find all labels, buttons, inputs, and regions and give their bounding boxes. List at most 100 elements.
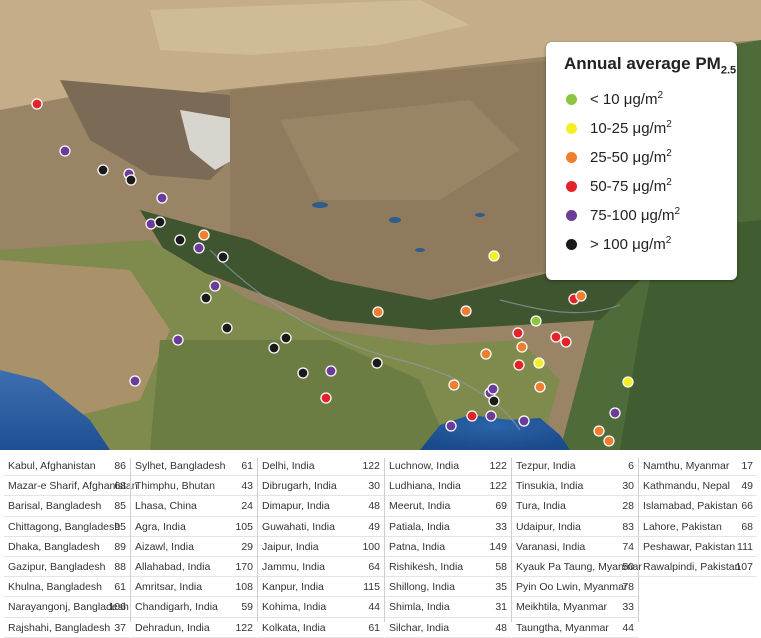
city-marker[interactable]	[622, 376, 634, 388]
pm25-value: 74	[622, 540, 634, 553]
lake	[415, 248, 425, 252]
city-name: Shillong, India	[389, 581, 455, 594]
table-column: Luchnow, India 122 Ludhiana, India 122 Meeru…	[385, 456, 511, 638]
table-row: Tezpur, India 6	[512, 456, 638, 477]
city-marker[interactable]	[445, 420, 457, 432]
city-name: Luchnow, India	[389, 460, 460, 472]
legend-swatch	[566, 123, 577, 134]
table-row: Tinsukia, India 30	[512, 476, 638, 497]
city-marker[interactable]	[485, 410, 497, 422]
legend-label: < 10 μg/m2	[590, 90, 664, 108]
city-marker[interactable]	[550, 331, 562, 343]
city-name: Jaipur, India	[262, 540, 319, 553]
city-marker[interactable]	[480, 348, 492, 360]
city-name: Udaipur, India	[516, 520, 581, 533]
city-marker[interactable]	[487, 383, 499, 395]
city-marker[interactable]	[198, 229, 210, 241]
city-marker[interactable]	[513, 359, 525, 371]
city-name: Islamabad, Pakistan	[643, 500, 738, 513]
table-row: Chittagong, Bangladesh 95	[4, 517, 130, 537]
pm25-value: 61	[241, 460, 253, 472]
city-name: Jammu, India	[262, 560, 326, 573]
city-marker[interactable]	[209, 280, 221, 292]
table-row: Thimphu, Bhutan 43	[131, 476, 257, 497]
river	[499, 299, 621, 314]
city-marker[interactable]	[31, 98, 43, 110]
pm25-value: 170	[235, 560, 253, 573]
city-marker[interactable]	[516, 341, 528, 353]
plateau-light	[280, 100, 520, 200]
legend-label: 50-75 μg/m2	[590, 177, 672, 195]
city-marker[interactable]	[200, 292, 212, 304]
city-marker[interactable]	[488, 250, 500, 262]
pm25-value: 68	[741, 520, 753, 533]
city-marker[interactable]	[603, 435, 615, 447]
pm25-value: 100	[362, 540, 380, 553]
pm25-value: 33	[495, 520, 507, 533]
city-name: Tezpur, India	[516, 460, 576, 472]
pm25-value: 122	[489, 480, 507, 493]
table-row: Patiala, India 33	[385, 517, 511, 537]
city-marker[interactable]	[97, 164, 109, 176]
city-marker[interactable]	[512, 327, 524, 339]
city-marker[interactable]	[221, 322, 233, 334]
table-row: Varanasi, India 74	[512, 537, 638, 557]
city-name: Dibrugarh, India	[262, 480, 337, 493]
table-row: Lhasa, China 24	[131, 496, 257, 517]
city-marker[interactable]	[129, 375, 141, 387]
pm25-value: 6	[628, 460, 634, 472]
city-marker[interactable]	[460, 305, 472, 317]
city-marker[interactable]	[325, 365, 337, 377]
pm25-value: 106	[108, 601, 126, 614]
pm25-value: 28	[622, 500, 634, 513]
city-name: Dimapur, India	[262, 500, 330, 513]
legend-label: 10-25 μg/m2	[590, 119, 672, 137]
city-marker[interactable]	[154, 216, 166, 228]
city-marker[interactable]	[217, 251, 229, 263]
city-marker[interactable]	[575, 290, 587, 302]
city-marker[interactable]	[172, 334, 184, 346]
city-marker[interactable]	[320, 392, 332, 404]
city-marker[interactable]	[125, 174, 137, 186]
city-marker[interactable]	[297, 367, 309, 379]
city-name: Chittagong, Bangladesh	[8, 520, 121, 533]
arabian-sea	[0, 370, 110, 450]
table-row: Rawalpindi, Pakistan 107	[639, 557, 757, 578]
city-marker[interactable]	[530, 315, 542, 327]
city-marker[interactable]	[609, 407, 621, 419]
city-marker[interactable]	[534, 381, 546, 393]
city-marker[interactable]	[448, 379, 460, 391]
city-marker[interactable]	[518, 415, 530, 427]
city-name: Mazar-e Sharif, Afghanistan	[8, 480, 138, 493]
table-row: Patna, India 149	[385, 537, 511, 557]
city-marker[interactable]	[145, 218, 157, 230]
city-marker[interactable]	[466, 410, 478, 422]
city-name: Kabul, Afghanistan	[8, 460, 96, 472]
city-marker[interactable]	[560, 336, 572, 348]
city-marker[interactable]	[371, 357, 383, 369]
table-row: Kyauk Pa Taung, Myanmar 50	[512, 557, 642, 578]
city-marker[interactable]	[372, 306, 384, 318]
pm25-value: 105	[235, 520, 253, 533]
legend-title: Annual average PM2.5	[564, 54, 737, 77]
city-marker[interactable]	[193, 242, 205, 254]
city-marker[interactable]	[174, 234, 186, 246]
city-marker[interactable]	[59, 145, 71, 157]
table-row: Kanpur, India 115	[258, 577, 384, 598]
pm25-value: 30	[622, 480, 634, 493]
city-marker[interactable]	[156, 192, 168, 204]
city-marker[interactable]	[268, 342, 280, 354]
table-column: Namthu, Myanmar 17 Kathmandu, Nepal 49 Islam…	[639, 456, 757, 578]
legend-label: 25-50 μg/m2	[590, 148, 672, 166]
table-row: Kohima, India 44	[258, 597, 384, 618]
city-marker[interactable]	[533, 357, 545, 369]
pm25-value: 115	[363, 581, 380, 594]
city-marker[interactable]	[593, 425, 605, 437]
city-marker[interactable]	[280, 332, 292, 344]
city-name: Shimla, India	[389, 601, 450, 614]
pm25-value: 24	[241, 500, 253, 513]
table-row: Kabul, Afghanistan 86	[4, 456, 130, 477]
city-name: Rawalpindi, Pakistan	[643, 560, 741, 573]
table-row: Khulna, Bangladesh 61	[4, 577, 130, 598]
city-marker[interactable]	[488, 395, 500, 407]
